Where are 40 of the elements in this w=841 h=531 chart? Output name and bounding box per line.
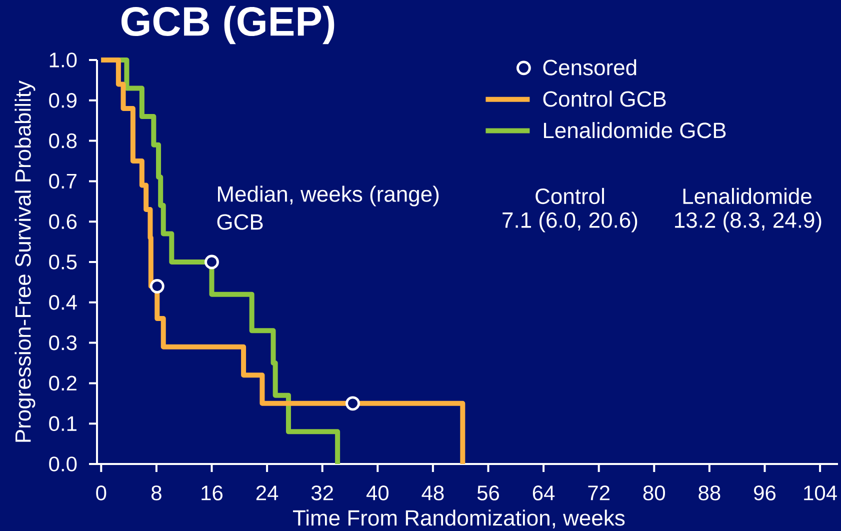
y-axis-title: Progression-Free Survival Probability bbox=[14, 80, 36, 442]
y-tick-label: 0.7 bbox=[49, 174, 76, 189]
x-tick-label: 32 bbox=[311, 486, 333, 500]
x-tick-label: 48 bbox=[422, 486, 444, 500]
x-tick-label: 8 bbox=[152, 486, 162, 500]
y-tick-label: 0.0 bbox=[49, 456, 77, 472]
annotation: Lenalidomide bbox=[683, 188, 812, 204]
x-tick-label: 56 bbox=[477, 486, 499, 500]
x-tick-label: 96 bbox=[754, 486, 776, 500]
chart-title: GCB (GEP) bbox=[122, 6, 334, 44]
point bbox=[346, 396, 360, 411]
x-tick-label: 104 bbox=[804, 486, 837, 500]
legend-label: Censored bbox=[543, 59, 636, 76]
y-tick-label: 0.3 bbox=[49, 335, 77, 350]
legend-label: Control GCB bbox=[543, 90, 666, 107]
x-axis-title: Time From Randomization, weeks bbox=[293, 510, 625, 528]
y-tick-label: 0.8 bbox=[49, 133, 77, 148]
x-tick-label: 88 bbox=[698, 486, 720, 500]
annotation: Median, weeks (range) bbox=[218, 186, 439, 206]
x-tick-label: 40 bbox=[366, 486, 388, 500]
annotation: Control bbox=[536, 188, 604, 204]
annotation: 7.1 (6.0, 20.6) bbox=[502, 212, 638, 232]
x-tick-label: 64 bbox=[532, 486, 555, 500]
y-tick-label: 0.6 bbox=[49, 214, 77, 230]
y-tick-label: 0.9 bbox=[49, 92, 76, 108]
x-tick-label: 72 bbox=[588, 486, 610, 500]
x-tick-label: 16 bbox=[202, 486, 222, 500]
x-tick-label: 24 bbox=[256, 486, 278, 500]
x-tick-label: 80 bbox=[643, 486, 665, 500]
legend-label: Lenalidomide GCB bbox=[544, 122, 726, 138]
y-tick-label: 0.5 bbox=[49, 254, 77, 270]
point bbox=[204, 254, 219, 270]
point bbox=[150, 279, 164, 294]
y-tick-label: 0.2 bbox=[49, 376, 76, 391]
y-tick-label: 0.1 bbox=[49, 416, 76, 432]
annotation: GCB bbox=[217, 214, 263, 230]
annotation: 13.2 (8.3, 24.9) bbox=[675, 212, 822, 232]
x-tick-label: 0 bbox=[96, 486, 106, 500]
y-tick-label: 0.4 bbox=[49, 294, 77, 310]
y-tick-label: 1.0 bbox=[50, 52, 77, 68]
